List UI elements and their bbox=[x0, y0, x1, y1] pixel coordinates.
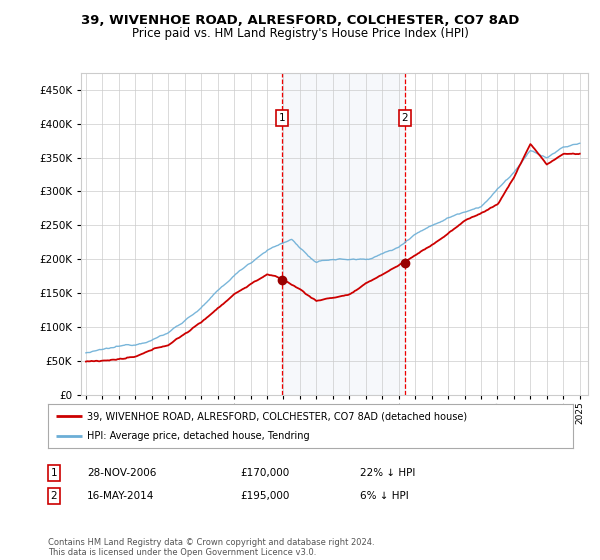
Text: 39, WIVENHOE ROAD, ALRESFORD, COLCHESTER, CO7 8AD (detached house): 39, WIVENHOE ROAD, ALRESFORD, COLCHESTER… bbox=[88, 411, 467, 421]
Bar bbox=[282, 73, 405, 395]
Text: Contains HM Land Registry data © Crown copyright and database right 2024.
This d: Contains HM Land Registry data © Crown c… bbox=[48, 538, 374, 557]
Text: £195,000: £195,000 bbox=[240, 491, 289, 501]
Text: 22% ↓ HPI: 22% ↓ HPI bbox=[360, 468, 415, 478]
Text: 16-MAY-2014: 16-MAY-2014 bbox=[87, 491, 154, 501]
Text: 39, WIVENHOE ROAD, ALRESFORD, COLCHESTER, CO7 8AD: 39, WIVENHOE ROAD, ALRESFORD, COLCHESTER… bbox=[81, 14, 519, 27]
Text: 28-NOV-2006: 28-NOV-2006 bbox=[87, 468, 157, 478]
Text: Price paid vs. HM Land Registry's House Price Index (HPI): Price paid vs. HM Land Registry's House … bbox=[131, 27, 469, 40]
Text: £170,000: £170,000 bbox=[240, 468, 289, 478]
Text: HPI: Average price, detached house, Tendring: HPI: Average price, detached house, Tend… bbox=[88, 431, 310, 441]
Text: 6% ↓ HPI: 6% ↓ HPI bbox=[360, 491, 409, 501]
Text: 1: 1 bbox=[278, 113, 286, 123]
Text: 2: 2 bbox=[401, 113, 408, 123]
Text: 2: 2 bbox=[50, 491, 58, 501]
Text: 1: 1 bbox=[50, 468, 58, 478]
